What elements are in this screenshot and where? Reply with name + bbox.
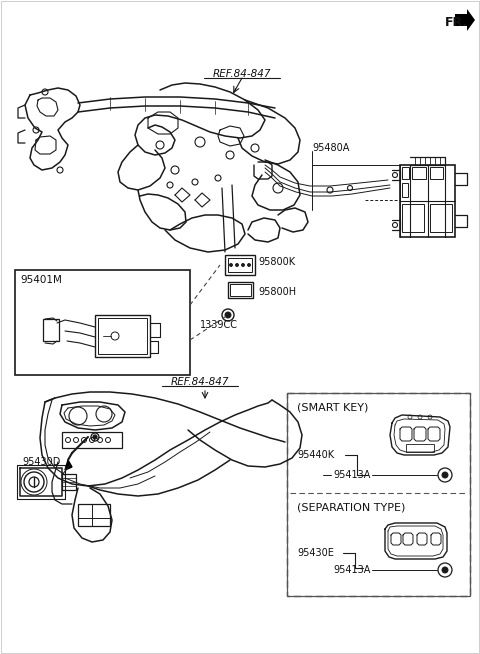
- Bar: [287, 393, 470, 596]
- Text: 95800H: 95800H: [258, 287, 296, 297]
- Text: 1339CC: 1339CC: [200, 320, 238, 330]
- Circle shape: [93, 435, 97, 439]
- Text: 95401M: 95401M: [20, 275, 62, 285]
- Text: 95440K: 95440K: [297, 450, 334, 460]
- Circle shape: [248, 264, 251, 266]
- Text: (SEPARATION TYPE): (SEPARATION TYPE): [297, 502, 406, 512]
- Bar: [287, 393, 470, 596]
- Text: 95430D: 95430D: [22, 457, 60, 467]
- Polygon shape: [65, 460, 72, 470]
- Circle shape: [229, 264, 232, 266]
- Text: 95413A: 95413A: [333, 470, 371, 480]
- Bar: [412, 167, 426, 179]
- Bar: [402, 204, 424, 232]
- Text: REF.84-847: REF.84-847: [171, 377, 229, 387]
- Text: REF.84-847: REF.84-847: [213, 69, 271, 79]
- Text: 95480A: 95480A: [312, 143, 349, 153]
- Text: 95413A: 95413A: [333, 565, 371, 575]
- Bar: [430, 167, 443, 179]
- Bar: [402, 183, 408, 197]
- Circle shape: [442, 567, 448, 573]
- Bar: [228, 282, 253, 298]
- Polygon shape: [455, 9, 475, 31]
- Bar: [43, 319, 59, 341]
- Text: FR.: FR.: [445, 16, 468, 29]
- Text: (SMART KEY): (SMART KEY): [297, 402, 368, 412]
- Bar: [230, 284, 251, 296]
- Bar: [430, 204, 452, 232]
- Circle shape: [241, 264, 244, 266]
- Bar: [402, 167, 409, 179]
- Bar: [62, 432, 122, 448]
- Bar: [228, 258, 252, 272]
- Bar: [98, 318, 147, 354]
- Text: 95800K: 95800K: [258, 257, 295, 267]
- Bar: [15, 270, 190, 375]
- Bar: [406, 444, 434, 452]
- Bar: [62, 474, 76, 490]
- Circle shape: [236, 264, 239, 266]
- Bar: [78, 504, 110, 526]
- Bar: [95, 315, 150, 357]
- Bar: [225, 255, 255, 275]
- Circle shape: [225, 312, 231, 318]
- Bar: [400, 165, 455, 237]
- Text: 95430E: 95430E: [297, 548, 334, 558]
- Circle shape: [94, 436, 96, 438]
- Circle shape: [442, 472, 448, 478]
